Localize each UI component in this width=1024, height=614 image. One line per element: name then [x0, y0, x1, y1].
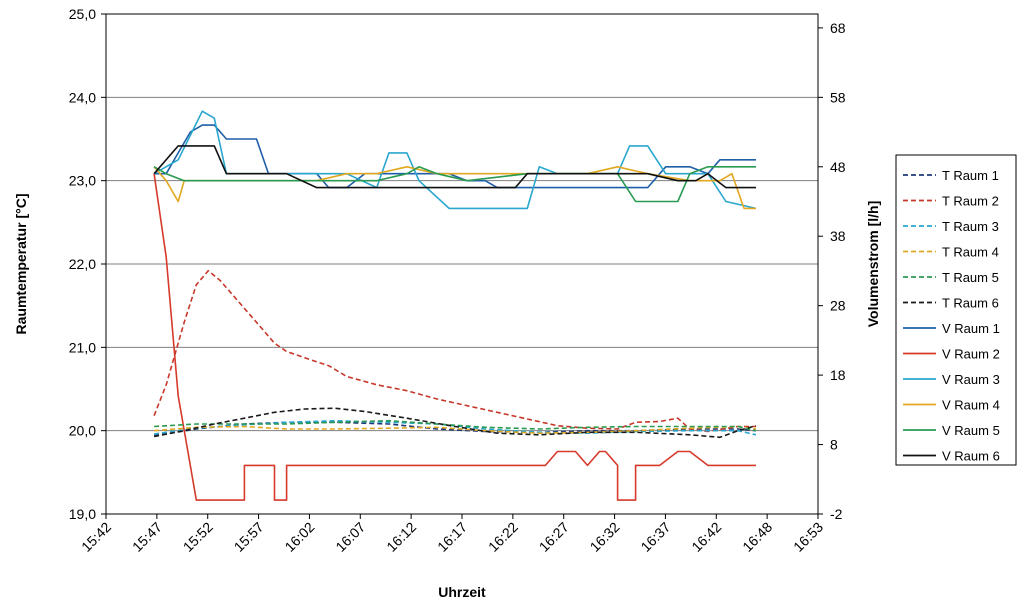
y-axis-left-title: Raumtemperatur [°C] — [13, 194, 29, 335]
legend-label: V Raum 1 — [942, 321, 1000, 336]
y-right-tick-label: 38 — [830, 228, 846, 244]
legend-label: V Raum 2 — [942, 347, 1000, 362]
legend-label: T Raum 6 — [942, 296, 999, 311]
legend-label: T Raum 1 — [942, 168, 999, 183]
legend-label: V Raum 4 — [942, 398, 1000, 413]
y-right-tick-label: 8 — [830, 437, 838, 453]
legend: T Raum 1 T Raum 2 T Raum 3 T Raum 4 T Raum 5… — [895, 154, 1017, 466]
y-right-tick-label: -2 — [830, 506, 843, 522]
legend-box — [895, 154, 1017, 466]
series-line-t-raum-6 — [153, 407, 757, 439]
y-right-tick-label: 68 — [830, 20, 846, 36]
x-axis-title: Uhrzeit — [438, 584, 486, 600]
series-line-t-raum-4 — [154, 425, 757, 434]
y-left-tick-label: 20,0 — [69, 423, 96, 439]
y-right-tick-label: 18 — [830, 367, 846, 383]
y-left-tick-label: 25,0 — [69, 6, 96, 22]
series-line-t-raum-5 — [154, 419, 757, 432]
y-axis-right-title: Volumenstrom [l/h] — [865, 201, 881, 328]
series-layer — [153, 110, 757, 501]
series-line-v-raum-5 — [153, 166, 756, 203]
y-left-tick-label: 22,0 — [69, 256, 96, 272]
series-line-v-raum-2 — [153, 173, 756, 501]
legend-label: T Raum 4 — [942, 245, 999, 260]
y-right-tick-label: 58 — [830, 89, 846, 105]
legend-label: V Raum 6 — [942, 449, 1000, 464]
legend-label: T Raum 5 — [942, 270, 999, 285]
y-right-tick-label: 48 — [830, 159, 846, 175]
y-left-tick-label: 21,0 — [69, 339, 96, 355]
y-left-tick-label: 23,0 — [69, 173, 96, 189]
y-left-tick-label: 19,0 — [69, 506, 96, 522]
series-line-v-raum-6 — [153, 145, 756, 189]
legend-label: T Raum 2 — [942, 194, 999, 209]
y-left-tick-label: 24,0 — [69, 89, 96, 105]
y-right-tick-label: 28 — [830, 298, 846, 314]
legend-label: T Raum 3 — [942, 219, 999, 234]
y-right-ticks: -2 8 18 28 38 48 58 68 — [818, 20, 846, 522]
legend-label: V Raum 3 — [942, 372, 1000, 387]
series-line-t-raum-2 — [153, 269, 756, 433]
y-left-ticks: 19,0 20,0 21,0 22,0 23,0 24,0 25,0 — [69, 6, 106, 522]
legend-label: V Raum 5 — [942, 423, 1000, 438]
